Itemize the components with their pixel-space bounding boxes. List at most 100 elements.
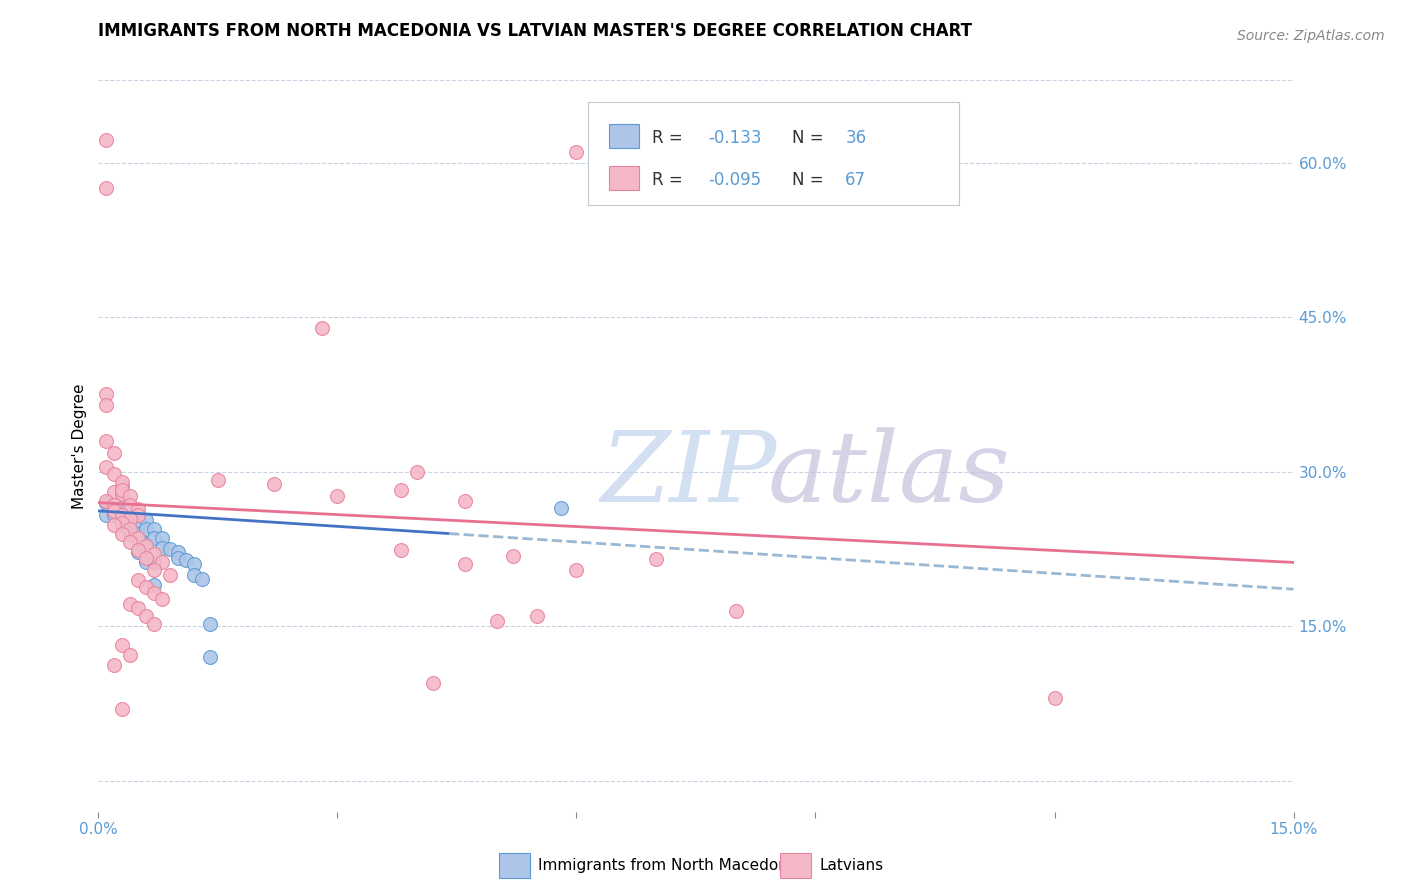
Point	[127, 508, 149, 522]
Point	[127, 518, 149, 533]
Point	[135, 556, 157, 570]
Point	[111, 487, 134, 501]
Point	[150, 556, 173, 570]
Point	[120, 534, 142, 549]
Point	[103, 485, 125, 500]
Point	[135, 551, 157, 566]
Point	[111, 508, 134, 522]
Point	[103, 658, 125, 673]
Point	[135, 513, 157, 527]
Text: -0.133: -0.133	[709, 129, 762, 147]
Point	[96, 387, 118, 401]
Text: N =: N =	[792, 171, 828, 189]
Text: R =: R =	[652, 171, 688, 189]
FancyBboxPatch shape	[588, 103, 959, 204]
Point	[454, 493, 477, 508]
Point	[1043, 691, 1066, 706]
Point	[127, 501, 149, 516]
Point	[96, 493, 118, 508]
Point	[454, 558, 477, 572]
Point	[207, 473, 229, 487]
Point	[127, 531, 149, 545]
Point	[550, 500, 572, 515]
Point	[127, 545, 149, 559]
Point	[96, 508, 118, 522]
Point	[111, 475, 134, 489]
Point	[103, 504, 125, 518]
Point	[485, 614, 508, 628]
Point	[135, 537, 157, 551]
Point	[111, 516, 134, 531]
Point	[143, 563, 166, 577]
FancyBboxPatch shape	[609, 124, 638, 148]
Point	[120, 512, 142, 526]
Point	[565, 145, 588, 160]
Point	[135, 539, 157, 553]
Point	[143, 586, 166, 600]
Point	[111, 518, 134, 533]
Text: -0.095: -0.095	[709, 171, 761, 189]
Point	[263, 477, 285, 491]
Text: 67: 67	[845, 171, 866, 189]
Point	[326, 490, 349, 504]
Point	[127, 573, 149, 587]
Text: R =: R =	[652, 129, 688, 147]
Point	[96, 181, 118, 195]
Point	[143, 556, 166, 570]
Text: IMMIGRANTS FROM NORTH MACEDONIA VS LATVIAN MASTER'S DEGREE CORRELATION CHART: IMMIGRANTS FROM NORTH MACEDONIA VS LATVI…	[98, 22, 973, 40]
Point	[389, 483, 412, 498]
Point	[120, 648, 142, 662]
Point	[724, 604, 747, 618]
Point	[167, 545, 190, 559]
Point	[120, 523, 142, 537]
Point	[127, 543, 149, 558]
Point	[389, 543, 412, 558]
Point	[127, 600, 149, 615]
Point	[143, 531, 166, 545]
Point	[120, 523, 142, 537]
Point	[103, 498, 125, 512]
Point	[135, 523, 157, 537]
Point	[198, 650, 221, 665]
Point	[502, 549, 524, 564]
Point	[159, 541, 181, 556]
Point	[406, 465, 429, 479]
Point	[167, 551, 190, 566]
Point	[135, 580, 157, 594]
Point	[96, 434, 118, 448]
Point	[111, 638, 134, 652]
Point	[111, 483, 134, 498]
Point	[143, 617, 166, 632]
Point	[96, 496, 118, 510]
Point	[103, 518, 125, 533]
Point	[111, 498, 134, 512]
Point	[191, 572, 214, 586]
Point	[565, 563, 588, 577]
Point	[143, 578, 166, 592]
Point	[150, 592, 173, 607]
Point	[198, 617, 221, 632]
Point	[111, 526, 134, 541]
Point	[135, 609, 157, 624]
Point	[143, 547, 166, 561]
Point	[120, 516, 142, 531]
Point	[127, 526, 149, 541]
Y-axis label: Master's Degree: Master's Degree	[72, 384, 87, 508]
Point	[150, 531, 173, 545]
Point	[120, 498, 142, 512]
Point	[422, 676, 444, 690]
Point	[150, 541, 173, 555]
Point	[103, 446, 125, 460]
Point	[96, 459, 118, 474]
Point	[159, 567, 181, 582]
Point	[127, 513, 149, 527]
Text: Immigrants from North Macedonia: Immigrants from North Macedonia	[538, 858, 801, 872]
Point	[111, 479, 134, 493]
FancyBboxPatch shape	[609, 166, 638, 190]
Text: N =: N =	[792, 129, 828, 147]
Point	[183, 558, 205, 572]
Point	[111, 513, 134, 527]
Point	[111, 508, 134, 522]
Point	[120, 526, 142, 541]
Point	[183, 567, 205, 582]
